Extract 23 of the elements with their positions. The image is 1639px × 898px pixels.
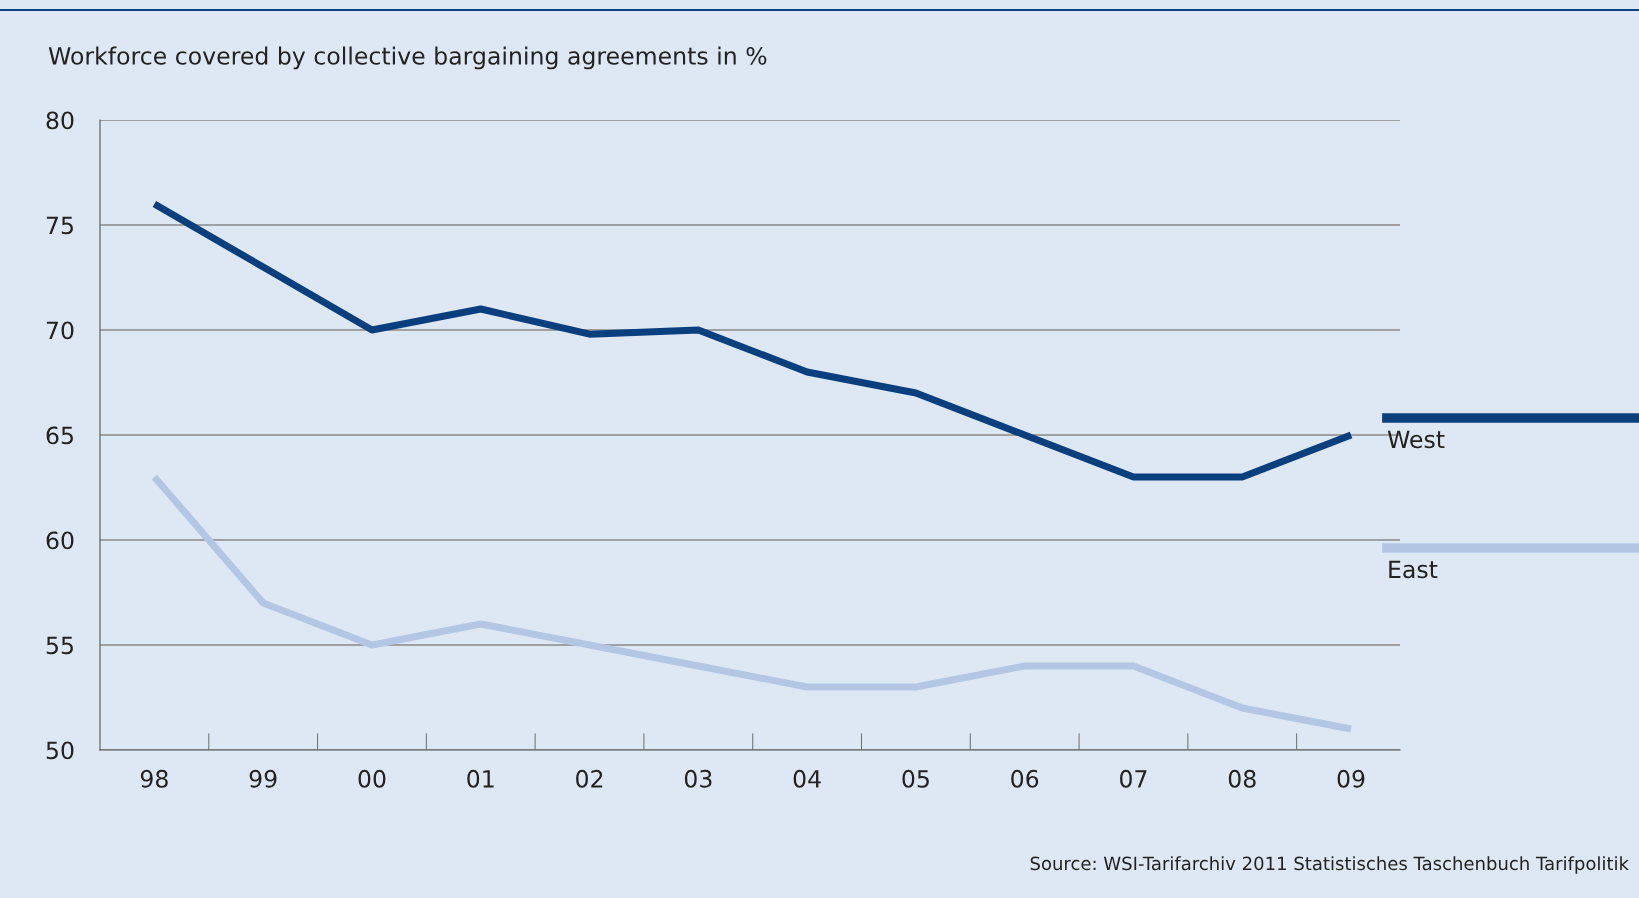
source-note: Source: WSI-Tarifarchiv 2011 Statistisches Taschenbuch Tarifpolitik	[1030, 856, 1629, 874]
x-tick-label: 06	[1011, 769, 1039, 788]
y-tick-label: 50	[46, 741, 74, 760]
x-tick-label: 03	[684, 769, 712, 788]
series-label: West	[1387, 430, 1445, 449]
x-tick-label: 04	[793, 769, 821, 788]
x-tick-label: 00	[358, 769, 386, 788]
y-tick-label: 75	[46, 216, 73, 235]
y-tick-label: 70	[46, 321, 74, 340]
text: East	[1389, 560, 1438, 579]
y-tick-label: 80	[46, 111, 74, 130]
x-tick-label: 09	[1337, 769, 1365, 788]
x-tick-label: 05	[902, 769, 929, 788]
x-tick-label: 08	[1228, 769, 1256, 788]
y-tick-label: 60	[46, 531, 74, 550]
x-tick-label: 02	[576, 769, 603, 788]
chart-title: Workforce covered by collective bargaining agreements in %	[48, 46, 767, 70]
y-tick-label: 65	[46, 426, 73, 445]
y-tick-label: 55	[46, 636, 73, 655]
x-tick-label: 01	[467, 769, 494, 788]
x-tick-label: 98	[140, 769, 168, 788]
x-tick-label: 99	[249, 769, 277, 788]
x-tick-label: 07	[1120, 769, 1147, 788]
